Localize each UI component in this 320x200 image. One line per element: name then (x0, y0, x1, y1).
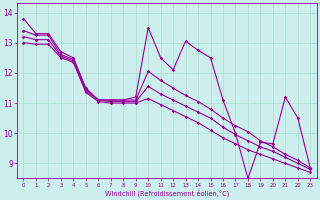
X-axis label: Windchill (Refroidissement éolien,°C): Windchill (Refroidissement éolien,°C) (105, 189, 229, 197)
